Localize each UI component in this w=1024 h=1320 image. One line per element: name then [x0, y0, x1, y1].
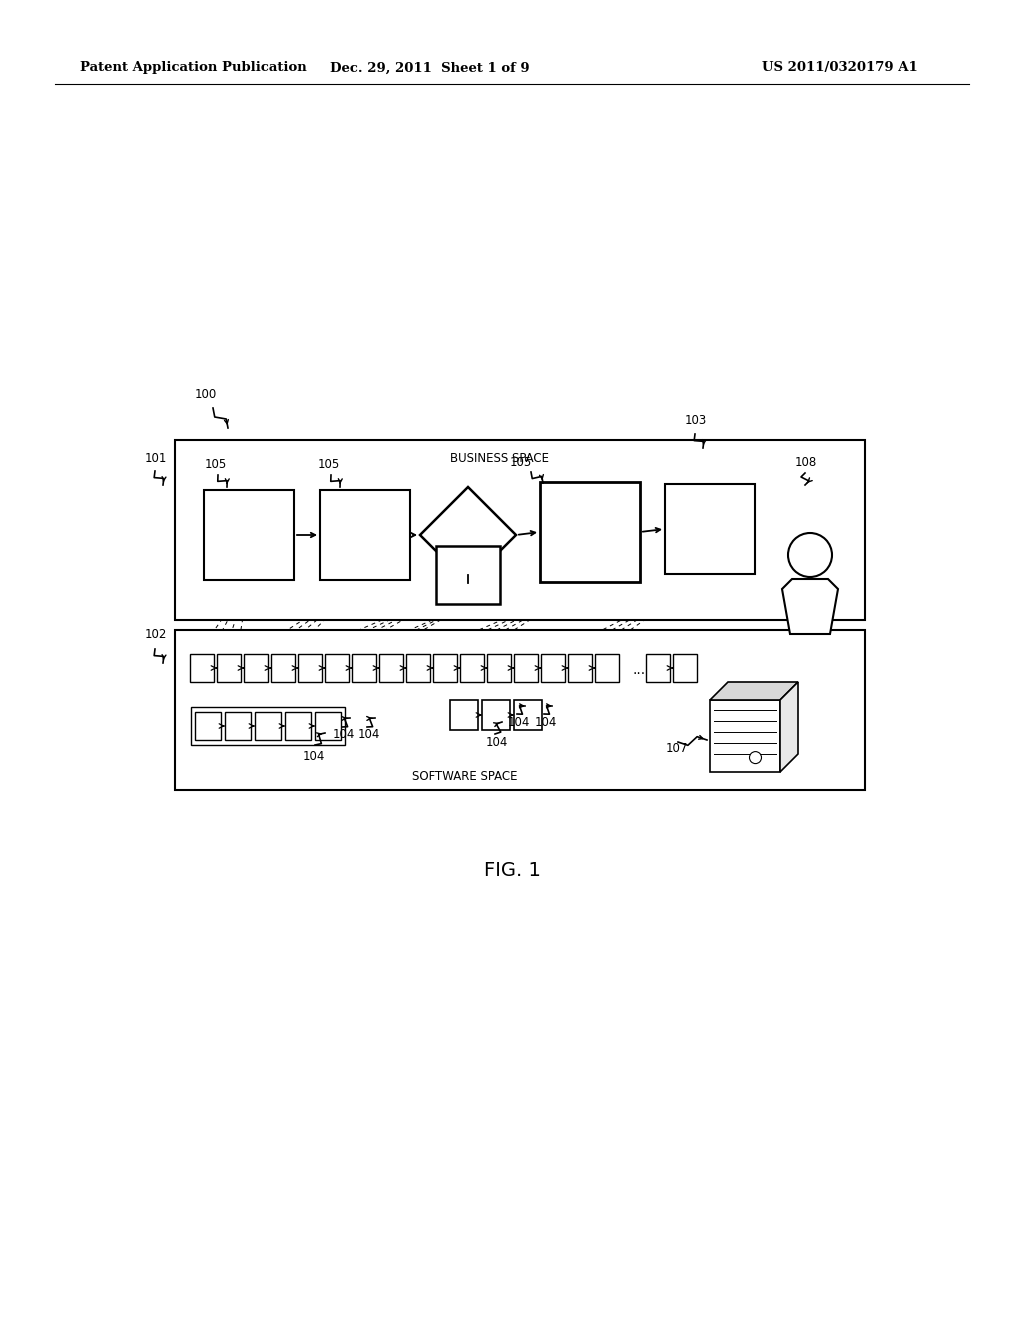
Text: 101: 101: [145, 451, 167, 465]
Text: 104: 104: [303, 751, 326, 763]
Text: 104: 104: [358, 729, 380, 742]
Bar: [450, 700, 478, 730]
Circle shape: [750, 751, 762, 763]
Bar: [191, 708, 345, 744]
Bar: [298, 653, 322, 682]
Bar: [175, 630, 865, 789]
Text: 104: 104: [508, 715, 530, 729]
Polygon shape: [782, 579, 838, 634]
Bar: [325, 653, 349, 682]
Bar: [436, 546, 500, 605]
Text: 105: 105: [205, 458, 227, 470]
Bar: [710, 700, 780, 772]
Bar: [482, 700, 510, 730]
Text: 105: 105: [318, 458, 340, 470]
Bar: [673, 653, 697, 682]
Bar: [595, 653, 618, 682]
Text: SOFTWARE SPACE: SOFTWARE SPACE: [413, 770, 518, 783]
Bar: [271, 653, 295, 682]
Bar: [514, 700, 542, 730]
Bar: [190, 653, 214, 682]
Text: 105: 105: [510, 455, 532, 469]
Bar: [315, 711, 341, 741]
Bar: [255, 711, 281, 741]
Text: 104: 104: [486, 735, 508, 748]
Text: 103: 103: [685, 413, 708, 426]
Bar: [540, 482, 640, 582]
Text: ...: ...: [632, 663, 645, 677]
Bar: [225, 711, 251, 741]
Text: 107: 107: [666, 742, 688, 755]
Bar: [244, 653, 268, 682]
Text: Dec. 29, 2011  Sheet 1 of 9: Dec. 29, 2011 Sheet 1 of 9: [330, 62, 529, 74]
Bar: [460, 653, 484, 682]
Bar: [665, 484, 755, 574]
Bar: [352, 653, 376, 682]
Bar: [195, 711, 221, 741]
Polygon shape: [710, 682, 798, 700]
Circle shape: [788, 533, 831, 577]
Text: BUSINESS SPACE: BUSINESS SPACE: [451, 451, 550, 465]
Text: 100: 100: [195, 388, 217, 400]
Text: FIG. 1: FIG. 1: [483, 861, 541, 879]
Bar: [175, 440, 865, 620]
Bar: [541, 653, 565, 682]
Bar: [433, 653, 457, 682]
Bar: [646, 653, 670, 682]
Bar: [319, 490, 410, 579]
Polygon shape: [780, 682, 798, 772]
Bar: [487, 653, 511, 682]
Bar: [217, 653, 241, 682]
Bar: [285, 711, 311, 741]
Bar: [568, 653, 592, 682]
Polygon shape: [420, 487, 516, 583]
Bar: [406, 653, 430, 682]
Bar: [204, 490, 294, 579]
Bar: [379, 653, 403, 682]
Text: 108: 108: [795, 455, 817, 469]
Text: US 2011/0320179 A1: US 2011/0320179 A1: [762, 62, 918, 74]
Text: 104: 104: [333, 729, 355, 742]
Text: Patent Application Publication: Patent Application Publication: [80, 62, 307, 74]
Text: 102: 102: [145, 628, 167, 642]
Bar: [514, 653, 538, 682]
Text: 104: 104: [535, 715, 557, 729]
